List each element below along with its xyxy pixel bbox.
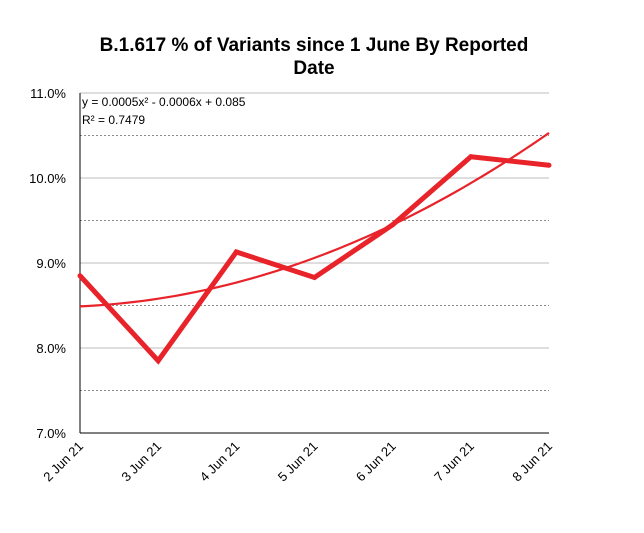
data-point [233, 249, 239, 255]
trendline-curve [79, 132, 550, 308]
x-tick-label: 7 Jun 21 [431, 439, 477, 485]
data-point [77, 273, 83, 279]
y-tick-label: 11.0% [30, 86, 66, 101]
data-point [468, 154, 474, 160]
x-tick-label: 4 Jun 21 [197, 439, 243, 485]
chart-title-line-2: Date [293, 58, 334, 79]
data-point [390, 222, 396, 228]
x-tick-label: 2 Jun 21 [40, 439, 86, 485]
x-tick-label: 3 Jun 21 [118, 439, 164, 485]
x-tick-labels: 2 Jun 21 3 Jun 21 4 Jun 21 5 Jun 21 6 Jun 21… [40, 439, 555, 485]
data-point [312, 274, 317, 280]
data-point [155, 358, 161, 364]
y-tick-labels: 7.0% 8.0% 9.0% 10.0% 11.0% [29, 86, 66, 441]
y-tick-label: 7.0% [36, 426, 66, 441]
y-tick-label: 9.0% [36, 256, 66, 271]
x-tick-label: 6 Jun 21 [353, 439, 399, 485]
data-point [546, 162, 552, 168]
x-tick-label: 8 Jun 21 [509, 439, 555, 485]
y-tick-label: 8.0% [36, 341, 66, 356]
y-tick-label: 10.0% [29, 171, 66, 186]
trendline-equation: y = 0.0005x² - 0.0006x + 0.085 [82, 95, 246, 109]
gridlines [80, 92, 549, 391]
data-points [77, 154, 552, 364]
trendline-r-squared: R² = 0.7479 [82, 113, 145, 127]
x-tick-label: 5 Jun 21 [275, 439, 321, 485]
chart-title-line-1: B.1.617 % of Variants since 1 June By Re… [100, 35, 529, 56]
